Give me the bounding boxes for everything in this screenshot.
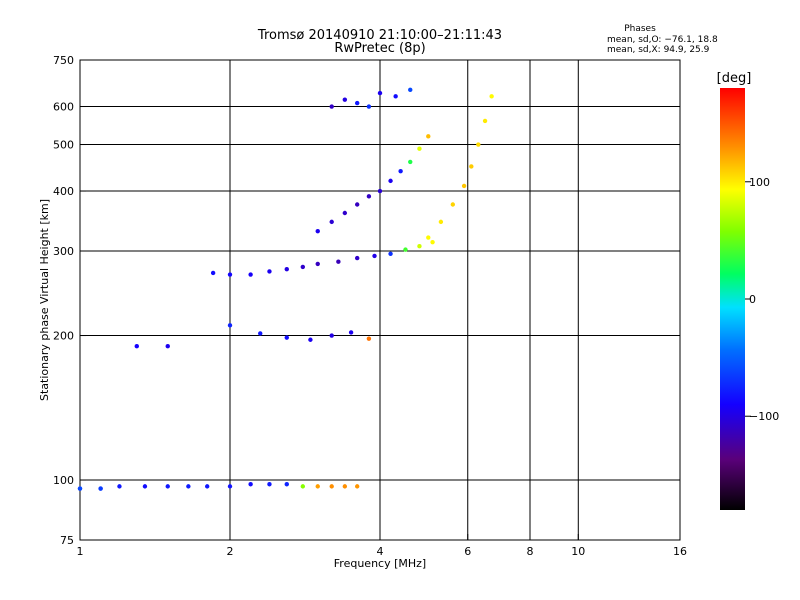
scatter-point	[315, 228, 320, 234]
scatter-point	[227, 272, 233, 277]
scatter-point	[258, 331, 263, 336]
y-tick-label: 300	[53, 245, 74, 258]
y-tick-label: 400	[53, 185, 74, 198]
colorbar-label: [deg]	[717, 71, 752, 86]
chart-subtitle: RwPretec (8p)	[334, 41, 425, 56]
grid-lines	[80, 60, 680, 540]
scatter-point	[134, 344, 139, 349]
scatter-point	[354, 202, 360, 207]
scatter-point	[98, 486, 103, 491]
stats-o-mode: mean, sd,O: −76.1, 18.8	[607, 35, 718, 45]
colorbar-tick-label: −100	[749, 410, 779, 423]
scatter-point	[300, 484, 306, 489]
scatter-point	[227, 484, 233, 489]
y-tick-label: 600	[53, 101, 74, 114]
scatter-point	[377, 188, 383, 194]
scatter-point	[342, 97, 348, 102]
scatter-point	[342, 484, 348, 489]
colorbar-tick-label: 0	[749, 293, 756, 306]
scatter-point	[315, 484, 320, 489]
scatter-point	[204, 484, 210, 489]
chart-title: Tromsø 20140910 21:10:00–21:11:43	[257, 28, 502, 43]
scatter-point	[329, 219, 334, 225]
scatter-point	[366, 104, 372, 109]
scatter-point	[354, 255, 360, 261]
scatter-point	[430, 239, 435, 245]
stats-x-mode: mean, sd,X: 94.9, 25.9	[607, 45, 710, 55]
scatter-point	[315, 261, 320, 267]
scatter-point	[469, 164, 474, 169]
scatter-point	[284, 335, 289, 340]
scatter-point	[398, 168, 403, 174]
stats-heading: Phases	[624, 24, 656, 34]
y-tick-label: 100	[53, 474, 74, 487]
scatter-point	[393, 94, 398, 99]
scatter-point	[476, 142, 481, 147]
x-tick-label: 16	[673, 545, 687, 558]
scatter-point	[342, 210, 348, 216]
scatter-point	[482, 118, 488, 124]
scatter-point	[366, 336, 372, 341]
scatter-point	[165, 484, 170, 489]
scatter-point	[408, 87, 413, 93]
scatter-point	[417, 146, 422, 151]
scatter-point	[284, 266, 289, 272]
x-tick-label: 4	[377, 545, 384, 558]
scatter-point	[308, 337, 313, 342]
scatter-point	[348, 330, 354, 335]
x-tick-label: 2	[227, 545, 234, 558]
scatter-point	[366, 194, 372, 199]
scatter-point	[388, 178, 393, 184]
scatter-point	[417, 244, 422, 249]
x-tick-label: 8	[527, 545, 534, 558]
y-tick-label: 500	[53, 139, 74, 152]
scatter-point	[489, 94, 494, 99]
scatter-point	[461, 183, 467, 189]
scatter-point	[354, 100, 360, 106]
colorbar-ticks: 100 0 −100	[745, 176, 779, 423]
scatter-point	[267, 482, 272, 487]
colorbar-tick-label: 100	[749, 176, 770, 189]
scatter-point	[354, 484, 360, 489]
scatter-point	[388, 251, 393, 257]
x-tick-label: 10	[571, 545, 585, 558]
scatter-point	[408, 159, 413, 165]
scatter-point	[142, 484, 148, 489]
scatter-point	[329, 104, 334, 109]
scatter-point	[248, 272, 253, 277]
y-tick-label: 200	[53, 330, 74, 343]
scatter-point	[117, 484, 122, 489]
scatter-point	[426, 235, 431, 240]
y-axis-label: Stationary phase Virtual Height [km]	[38, 199, 51, 401]
scatter-point	[426, 134, 431, 139]
scatter-point	[336, 259, 341, 264]
scatter-point	[77, 486, 83, 491]
scatter-points	[77, 87, 494, 491]
scatter-point	[329, 484, 334, 489]
x-tick-label: 1	[77, 545, 84, 558]
scatter-point	[267, 269, 272, 274]
scatter-point	[300, 264, 306, 270]
scatter-point	[186, 484, 191, 489]
x-tick-label: 6	[464, 545, 471, 558]
scatter-point	[372, 253, 377, 259]
scatter-point	[438, 219, 444, 225]
scatter-point	[377, 90, 383, 96]
scatter-point	[210, 270, 216, 276]
scatter-point	[403, 247, 408, 252]
scatter-point	[227, 323, 233, 328]
colorbar	[720, 88, 745, 510]
scatter-point	[450, 202, 456, 207]
scatter-point	[248, 482, 253, 487]
scatter-point	[329, 333, 334, 338]
y-tick-label: 75	[60, 534, 74, 547]
x-axis-label: Frequency [MHz]	[334, 557, 426, 570]
axis-ticks: 1 2 4 6 8 10 16 75 100 200 300 400 500 600 750	[53, 54, 687, 558]
scatter-point	[165, 344, 170, 349]
y-tick-label: 750	[53, 54, 74, 67]
scatter-point	[284, 482, 289, 487]
